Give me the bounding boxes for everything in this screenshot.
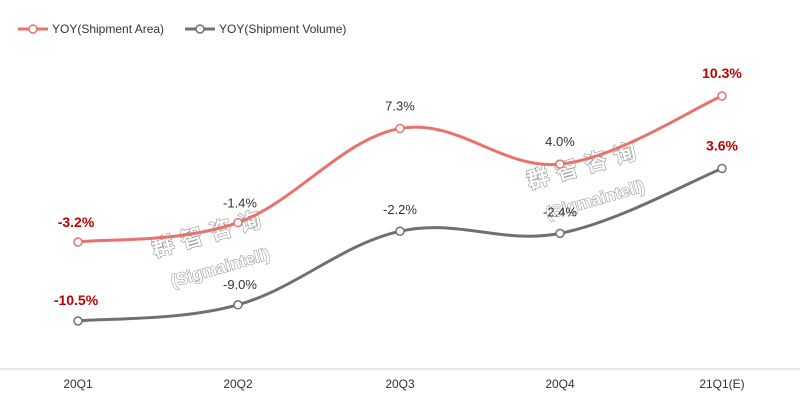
legend-label-0: YOY(Shipment Area): [52, 22, 164, 36]
x-tick-3: 20Q4: [545, 377, 575, 391]
x-tick-0: 20Q1: [63, 377, 93, 391]
series-layer: -3.2% -1.4% 7.3% 4.0% 10.3% -10.5% -9.0% -2.2% -…: [54, 65, 742, 326]
series-1-point-0: [73, 316, 83, 326]
series-1-label-1: -9.0%: [223, 277, 257, 292]
series-1-point-3: [555, 228, 565, 239]
series-0-label-3: 4.0%: [545, 134, 575, 149]
series-1-label-0: -10.5%: [54, 292, 99, 308]
x-tick-2: 20Q3: [385, 377, 415, 391]
series-1-label-3: -2.4%: [543, 204, 577, 219]
legend-marker-0: [28, 24, 38, 34]
series-1-point-4: [717, 163, 727, 174]
series-0-point-4: [717, 91, 727, 101]
series-0-point-1: [233, 217, 243, 228]
series-0-label-1: -1.4%: [223, 196, 257, 211]
x-axis-ticks: 20Q1 20Q2 20Q3 20Q4 21Q1(E): [63, 377, 744, 391]
legend-label-1: YOY(Shipment Volume): [219, 22, 346, 36]
series-0-label-2: 7.3%: [385, 98, 415, 113]
series-1-point-1: [233, 300, 243, 310]
series-1-label-4: 3.6%: [706, 137, 738, 153]
series-1-label-2: -2.2%: [383, 202, 417, 217]
x-tick-1: 20Q2: [223, 377, 253, 391]
series-0-point-3: [555, 159, 565, 169]
legend: YOY(Shipment Area) YOY(Shipment Volume): [18, 22, 346, 36]
series-1-point-2: [395, 226, 405, 236]
series-0-label-4: 10.3%: [702, 65, 742, 81]
x-tick-4: 21Q1(E): [699, 377, 744, 391]
legend-marker-1: [195, 24, 205, 34]
series-line-0: [76, 94, 724, 244]
series-0-point-2: [395, 123, 405, 134]
series-0-label-0: -3.2%: [58, 214, 95, 230]
series-0-point-0: [73, 237, 83, 247]
